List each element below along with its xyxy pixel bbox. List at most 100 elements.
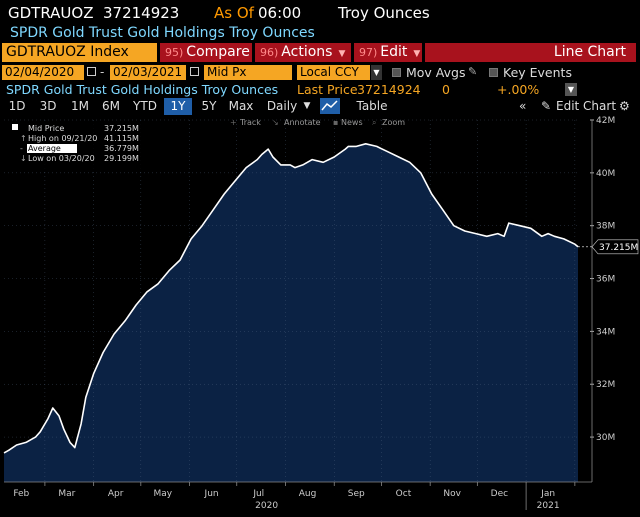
x-tick-label: Dec [491, 489, 508, 499]
collapse-icon[interactable]: « [519, 99, 527, 113]
table-button[interactable]: Table [356, 99, 388, 113]
tab-1y[interactable]: 1Y [164, 98, 192, 115]
legend-mid-label: Mid Price [28, 124, 64, 133]
y-tick-label: 40M [596, 169, 615, 179]
x-tick-label: Jul [252, 489, 264, 499]
annotate-tool[interactable]: Annotate [284, 118, 321, 127]
legend-low-label: Low on 03/20/20 [28, 154, 95, 163]
x-tick-label: Jun [204, 489, 219, 499]
key-events-checkbox[interactable] [489, 68, 498, 77]
tab-ytd[interactable]: YTD [133, 99, 157, 113]
frequency-select[interactable]: Daily [266, 99, 298, 113]
x-tick-label: Aug [299, 489, 317, 499]
edit-button[interactable]: 97) Edit ▼ [354, 43, 422, 62]
legend: Mid Price 37.215M ↑ High on 09/21/20 41.… [4, 121, 168, 171]
key-events-label: Key Events [503, 65, 572, 80]
tab-1d[interactable]: 1D [8, 99, 26, 113]
zoom-tool[interactable]: Zoom [382, 118, 405, 127]
chart-area[interactable]: 30M 32M 34M 36M 38M 40M 42M Feb Mar Apr May Jun Jul A… [0, 115, 640, 513]
low-marker-icon: ↓ [20, 154, 27, 163]
series-line [3, 142, 579, 454]
last-value: 37214923 [103, 4, 180, 22]
chevron-down-icon[interactable]: ▼ [371, 65, 382, 80]
chevron-down-icon[interactable]: ▼ [565, 83, 577, 96]
actions-label: Actions [281, 44, 333, 60]
chevron-down-icon: ▼ [413, 49, 421, 59]
news-tool[interactable]: News [341, 118, 363, 127]
legend-mid-value: 37.215M [104, 124, 139, 133]
info-row: SPDR Gold Trust Gold Holdings Troy Ounce… [0, 82, 640, 98]
x-tick-label: Jan [540, 489, 555, 499]
subtitle-row: SPDR Gold Trust Gold Holdings Troy Ounce… [0, 25, 640, 43]
crosshair-icon: + [230, 118, 237, 127]
legend-swatch [12, 124, 18, 130]
y-tick-label: 30M [596, 433, 615, 443]
x-tick-label: Nov [443, 489, 461, 499]
edit-number: 97) [359, 46, 378, 59]
chart-type-button[interactable]: Line Chart [425, 43, 636, 62]
year-label: 2020 [255, 501, 278, 511]
pencil-icon[interactable]: ✎ [468, 65, 478, 78]
x-tick-label: May [154, 489, 173, 499]
legend-high-label: High on 09/21/20 [28, 134, 97, 143]
percent-change: +.00% [497, 82, 540, 97]
x-tick-label: Oct [396, 489, 412, 499]
y-tick-label: 38M [596, 222, 615, 232]
last-price-value: 37214924 [357, 82, 421, 97]
edit-label: Edit [380, 44, 408, 60]
zoom-icon: ⌕ [372, 118, 376, 127]
series-title: SPDR Gold Trust Gold Holdings Troy Ounce… [6, 82, 279, 97]
calendar-icon[interactable] [87, 67, 96, 76]
chart-tools: + Track ↘ Annotate ▪ News ⌕ Zoom [230, 118, 405, 127]
edit-chart-button[interactable]: Edit Chart [556, 99, 617, 113]
average-marker-icon: - [20, 144, 23, 153]
start-date-input[interactable]: 02/04/2020 [2, 65, 84, 80]
calendar-icon[interactable] [190, 67, 199, 76]
x-tick-label: Mar [58, 489, 75, 499]
track-tool[interactable]: Track [239, 118, 261, 127]
title-bar: GDTRAUOZ 37214923 As Of 06:00 Troy Ounce… [0, 0, 640, 26]
last-value-label: 37.215M [599, 243, 638, 253]
tab-5y[interactable]: 5Y [201, 99, 217, 113]
chevron-down-icon[interactable]: ▼ [303, 101, 311, 111]
high-marker-icon: ↑ [20, 134, 27, 143]
annotate-icon: ↘ [272, 118, 279, 127]
x-tick-label: Apr [108, 489, 124, 499]
x-tick-label: Sep [348, 489, 365, 499]
gear-icon[interactable]: ⚙ [619, 99, 630, 113]
legend-low-value: 29.199M [104, 154, 139, 163]
security-description: SPDR Gold Trust Gold Holdings Troy Ounce… [10, 25, 315, 41]
chevron-down-icon: ▼ [338, 49, 346, 59]
tab-max[interactable]: Max [228, 99, 254, 113]
pencil-icon[interactable]: ✎ [541, 99, 552, 113]
end-date-input[interactable]: 02/03/2021 [110, 65, 186, 80]
actions-button[interactable]: 96) Actions ▼ [255, 43, 351, 62]
tab-1m[interactable]: 1M [71, 99, 89, 113]
year-label: 2021 [537, 501, 560, 511]
y-tick-label: 34M [596, 327, 615, 337]
as-of-label: As Of [214, 4, 254, 22]
mov-avgs-label: Mov Avgs [406, 65, 466, 80]
period-tabs: 1D 3D 1M 6M YTD 1Y 5Y Max Daily ▼ Table … [0, 98, 640, 115]
ticker-label: GDTRAUOZ [8, 4, 94, 22]
compare-button[interactable]: 95) Compare [160, 43, 252, 62]
mov-avgs-checkbox[interactable] [392, 68, 401, 77]
line-chart-icon[interactable] [320, 98, 340, 114]
legend-avg-label: Average [28, 144, 61, 153]
line-chart: 30M 32M 34M 36M 38M 40M 42M Feb Mar Apr May Jun Jul A… [3, 116, 639, 511]
y-tick-label: 36M [596, 275, 615, 285]
security-field[interactable]: GDTRAUOZ Index [2, 43, 157, 62]
currency-select[interactable]: Local CCY [297, 65, 370, 80]
tab-3d[interactable]: 3D [39, 99, 57, 113]
as-of-time: 06:00 [258, 4, 302, 22]
average-highlight [27, 144, 77, 153]
last-value-tag [591, 239, 639, 255]
news-icon: ▪ [333, 118, 338, 127]
compare-label: Compare [186, 44, 250, 60]
legend-avg-value: 36.779M [104, 144, 139, 153]
toolbar: GDTRAUOZ Index 95) Compare 96) Actions ▼ 97… [0, 43, 640, 62]
series-area [4, 143, 578, 483]
field-select[interactable]: Mid Px [204, 65, 292, 80]
date-separator: - [100, 65, 105, 79]
tab-6m[interactable]: 6M [102, 99, 120, 113]
